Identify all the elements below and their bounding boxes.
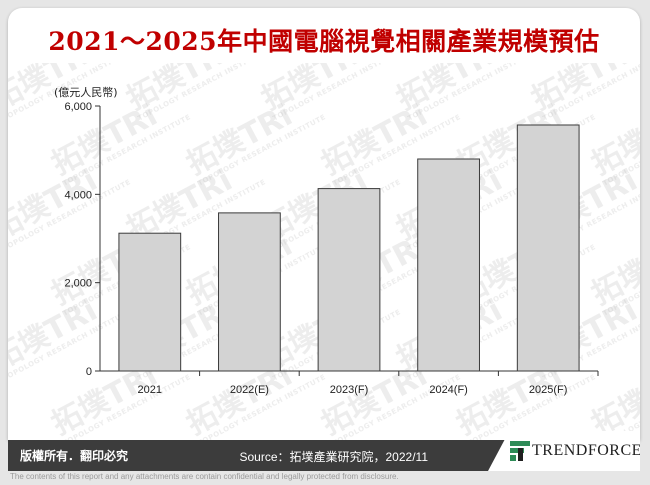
- bar-2024(F): [417, 158, 480, 372]
- footer-bar: 版權所有．翻印必究 Source：拓墣產業研究院，2022/11 TRENDFO…: [8, 431, 640, 471]
- bar-2023(F): [317, 188, 381, 372]
- page-title: 2021～2025年中國電腦視覺相關產業規模預估: [48, 27, 600, 56]
- chart-card: 2021～2025年中國電腦視覺相關產業規模預估 拓墣TRi TOPOLOGY R…: [8, 8, 640, 440]
- x-tick-label: 2023(F): [330, 384, 369, 396]
- bar-2022(E): [218, 212, 281, 372]
- bar-2021: [118, 232, 182, 372]
- x-tick-label: 2025(F): [529, 384, 568, 396]
- source-citation: Source：拓墣產業研究院，2022/11: [239, 450, 428, 464]
- x-tick-label: 2021: [138, 384, 162, 396]
- y-axis-label: (億元人民幣): [54, 86, 118, 99]
- y-tick-label: 6,000: [64, 101, 92, 113]
- y-tick-label: 0: [86, 366, 92, 378]
- bar-chart: (億元人民幣) 0 2,000 4,000 6,000 2021 2022(E) 2023(F…: [54, 86, 599, 396]
- copyright-notice: 版權所有．翻印必究: [20, 449, 129, 463]
- y-tick-label: 2,000: [64, 278, 92, 290]
- y-tick-label: 4,000: [64, 189, 92, 201]
- brand-logo: TRENDFORCE: [488, 431, 640, 471]
- brand-name: TRENDFORCE: [532, 442, 642, 459]
- trendforce-logo-icon: [510, 441, 530, 461]
- x-tick-label: 2024(F): [429, 384, 468, 396]
- bar-2025(F): [516, 124, 580, 372]
- disclaimer-text: The contents of this report and any atta…: [10, 472, 399, 481]
- x-tick-label: 2022(E): [230, 384, 269, 396]
